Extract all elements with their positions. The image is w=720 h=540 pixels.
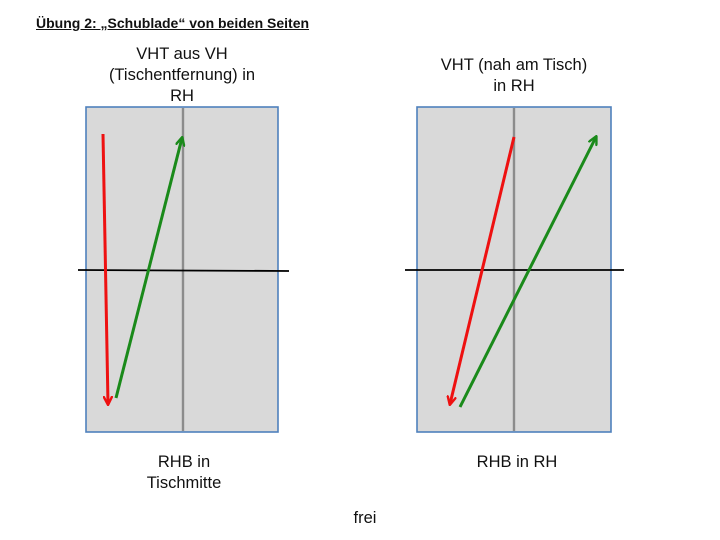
right-top-label-line-2: in RH	[493, 77, 535, 95]
right-top-label-line-1: VHT (nah am Tisch)	[440, 56, 588, 74]
right-table-panel	[405, 106, 624, 433]
left-panel-top-label: VHT aus VH (Tischentfernung) in RH	[86, 44, 278, 107]
left-bottom-label-line-1: RHB in	[157, 453, 211, 471]
right-panel-bottom-label: RHB in RH	[442, 452, 592, 473]
left-top-label-line-2: (Tischentfernung) in	[108, 66, 256, 84]
left-red-arrow	[101, 133, 108, 404]
right-panel-top-label: VHT (nah am Tisch) in RH	[412, 55, 616, 97]
left-panel-bottom-label: RHB in Tischmitte	[112, 452, 256, 494]
left-bottom-label-line-2: Tischmitte	[146, 474, 222, 492]
left-top-label-line-1: VHT aus VH	[136, 45, 228, 63]
footer-label: frei	[353, 509, 377, 527]
right-bottom-label-line-1: RHB in RH	[476, 453, 558, 471]
right-red-arrow	[450, 136, 516, 404]
left-green-arrow	[114, 138, 182, 399]
right-green-arrow	[458, 137, 596, 408]
left-table-panel	[77, 106, 290, 433]
slide-title: Übung 2: „Schublade“ von beiden Seiten	[36, 15, 310, 31]
left-top-label-line-3: RH	[170, 87, 194, 105]
left-net-line	[77, 269, 290, 272]
